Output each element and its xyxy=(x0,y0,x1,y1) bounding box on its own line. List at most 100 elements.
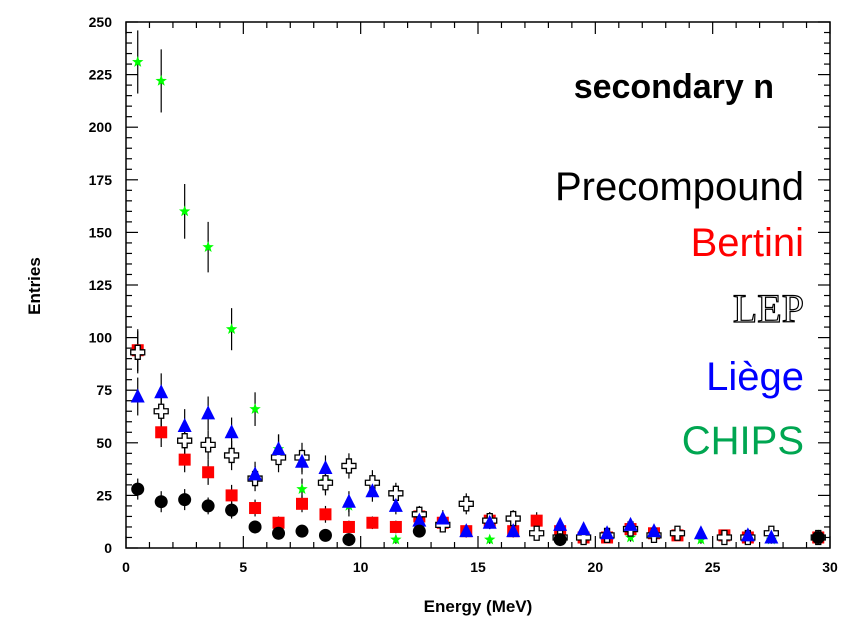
data-point-lep xyxy=(716,529,733,546)
axis-ticks xyxy=(125,21,831,549)
data-point-liege xyxy=(388,497,403,512)
x-tick-label: 15 xyxy=(470,559,486,575)
legend-lep: LEP xyxy=(733,286,804,331)
data-point-liege xyxy=(248,466,263,481)
data-point-liege xyxy=(600,525,615,540)
data-point-liege xyxy=(506,523,521,538)
data-point-precompound xyxy=(154,495,168,509)
data-point-bertini xyxy=(389,520,402,533)
data-point-liege xyxy=(201,405,216,420)
data-point-liege xyxy=(412,512,427,527)
data-point-bertini xyxy=(155,426,168,439)
legend: Precompound Bertini LEP Liège CHIPS xyxy=(555,165,805,463)
data-point-lep xyxy=(505,510,521,527)
data-point-liege xyxy=(341,493,356,508)
data-point-bertini xyxy=(296,497,308,510)
x-tick-label: 20 xyxy=(588,559,604,575)
data-point-precompound xyxy=(412,524,426,538)
data-point-bertini xyxy=(366,516,379,529)
data-point-lep xyxy=(153,403,169,419)
data-point-lep xyxy=(341,458,357,474)
data-point-liege xyxy=(365,483,380,498)
y-tick-label: 25 xyxy=(96,487,112,503)
data-point-liege xyxy=(764,529,779,544)
data-point-chips xyxy=(155,74,167,86)
data-point-bertini xyxy=(319,508,332,521)
x-tick-label: 30 xyxy=(822,559,838,575)
data-point-chips xyxy=(624,531,637,543)
data-point-liege xyxy=(482,514,497,529)
data-point-bertini xyxy=(202,466,215,479)
data-point-bertini xyxy=(225,489,238,502)
data-point-lep xyxy=(317,475,334,491)
data-point-liege xyxy=(177,417,192,432)
x-tick-label: 5 xyxy=(239,559,247,575)
data-point-liege xyxy=(130,388,145,403)
data-point-liege xyxy=(318,460,333,475)
data-point-liege xyxy=(295,453,309,468)
y-tick-label: 175 xyxy=(89,172,113,188)
data-point-precompound xyxy=(201,499,215,513)
error-bars xyxy=(137,30,819,544)
data-point-liege xyxy=(553,516,568,531)
x-tick-label: 10 xyxy=(353,559,369,575)
data-point-lep xyxy=(458,496,474,512)
data-point-chips xyxy=(132,55,144,67)
data-point-precompound xyxy=(131,482,145,496)
data-point-chips xyxy=(390,533,402,545)
data-point-precompound xyxy=(553,533,567,547)
y-tick-label: 225 xyxy=(89,67,113,83)
y-tick-label: 0 xyxy=(104,540,112,556)
data-point-precompound xyxy=(272,526,286,540)
data-point-lep xyxy=(388,485,404,501)
x-tick-label: 0 xyxy=(122,559,130,575)
data-point-bertini xyxy=(249,502,262,515)
data-point-liege xyxy=(693,525,708,540)
y-axis-title: Entries xyxy=(25,257,44,315)
data-point-liege xyxy=(647,523,661,538)
data-point-precompound xyxy=(295,524,309,538)
data-point-liege xyxy=(576,521,591,536)
data-markers xyxy=(130,55,826,547)
legend-precompound: Precompound xyxy=(555,165,804,209)
data-point-liege xyxy=(435,510,450,525)
y-tick-label: 75 xyxy=(96,382,112,398)
y-tick-label: 100 xyxy=(89,330,113,346)
data-point-chips xyxy=(249,403,261,414)
data-point-precompound xyxy=(318,528,332,542)
legend-chips: CHIPS xyxy=(682,419,804,463)
data-point-chips xyxy=(202,241,214,252)
data-point-liege xyxy=(459,523,474,538)
data-point-liege xyxy=(740,527,755,542)
data-point-lep xyxy=(223,447,240,464)
y-tick-label: 125 xyxy=(89,277,113,293)
data-point-precompound xyxy=(811,530,825,544)
data-point-chips xyxy=(296,483,308,494)
data-point-precompound xyxy=(178,493,192,507)
legend-liege: Liège xyxy=(706,355,804,399)
x-tick-label: 25 xyxy=(705,559,721,575)
data-point-lep xyxy=(529,525,545,541)
data-point-lep xyxy=(177,433,193,449)
data-point-lep xyxy=(130,344,146,360)
data-point-bertini xyxy=(342,520,355,533)
y-tick-label: 200 xyxy=(89,119,113,135)
data-point-precompound xyxy=(342,533,356,547)
data-point-chips xyxy=(178,205,191,217)
y-tick-label: 50 xyxy=(96,435,112,451)
data-point-bertini xyxy=(530,514,543,527)
legend-bertini: Bertini xyxy=(691,221,804,265)
y-tick-label: 250 xyxy=(89,14,113,30)
data-point-liege xyxy=(623,516,638,531)
data-point-chips xyxy=(484,533,496,545)
data-point-lep xyxy=(669,525,686,541)
data-point-precompound xyxy=(225,503,239,517)
data-point-chips xyxy=(225,323,238,335)
data-point-liege xyxy=(224,424,239,439)
tick-labels: 0 5 10 15 20 25 30 0 25 50 75 100 125 150 175 200 225 250 xyxy=(89,14,838,575)
data-point-bertini xyxy=(178,453,191,466)
data-point-liege xyxy=(271,441,286,456)
x-axis-title: Energy (MeV) xyxy=(424,597,533,616)
data-point-bertini xyxy=(272,516,285,529)
